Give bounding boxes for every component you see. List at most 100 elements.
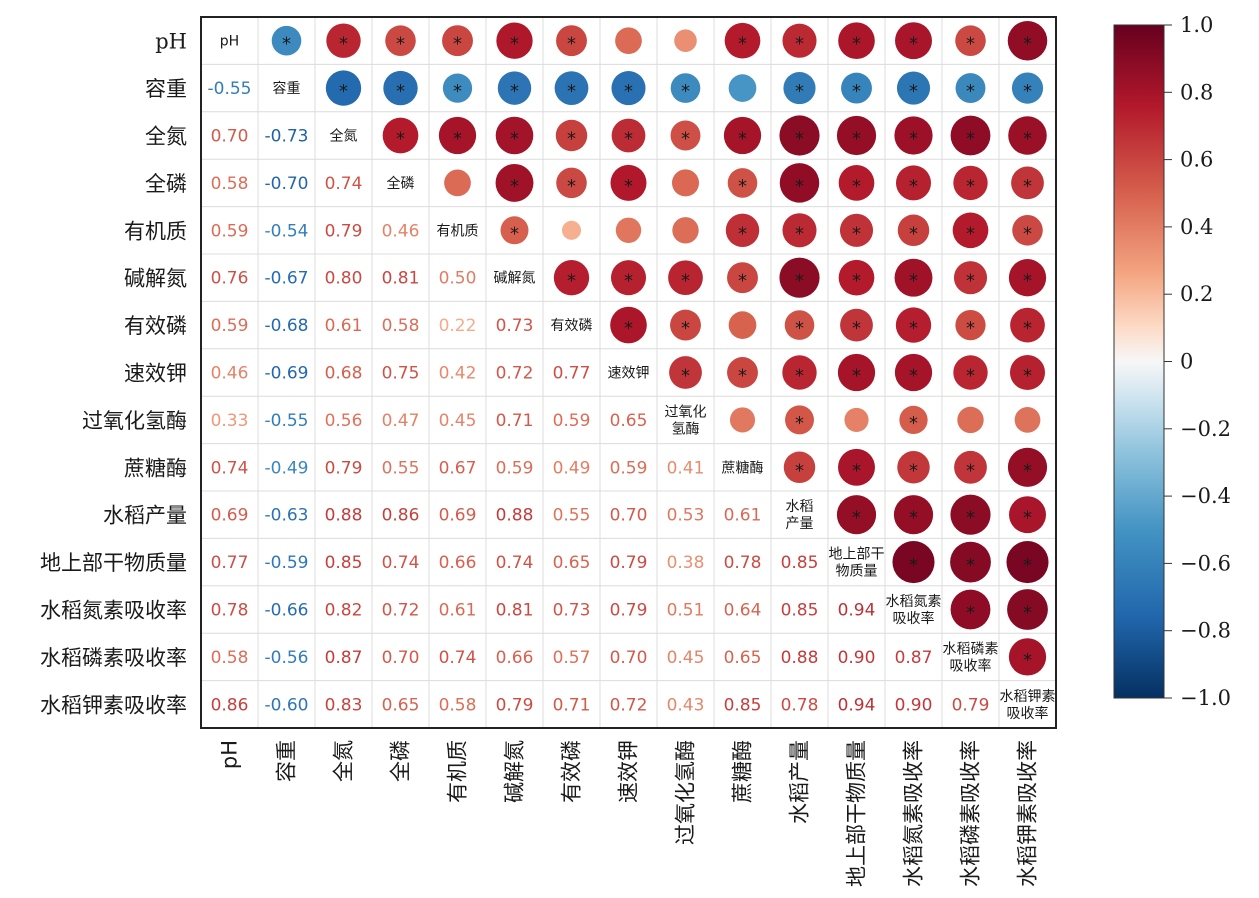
correlation-value: 0.77 — [553, 364, 591, 384]
correlation-circle — [495, 163, 534, 202]
row-label: 水稻磷素吸收率 — [40, 646, 187, 670]
correlation-circle — [950, 115, 991, 156]
significance-star: * — [795, 223, 804, 244]
correlation-value: 0.69 — [211, 506, 249, 526]
correlation-circle — [674, 29, 697, 52]
correlation-value: 0.73 — [496, 316, 534, 336]
correlation-value: 0.68 — [325, 364, 363, 384]
correlation-value: 0.90 — [838, 648, 876, 668]
significance-star: * — [909, 555, 918, 576]
correlation-circle — [894, 353, 933, 392]
correlation-circle — [556, 25, 587, 57]
significance-star: * — [1023, 176, 1032, 197]
correlation-circle — [840, 308, 873, 342]
correlation-value: 0.57 — [553, 648, 591, 668]
correlation-value: 0.43 — [667, 695, 705, 715]
correlation-value: -0.54 — [265, 221, 309, 241]
correlation-circle — [954, 450, 987, 484]
significance-star: * — [795, 366, 804, 387]
significance-star: * — [738, 34, 747, 55]
significance-star: * — [567, 176, 576, 197]
correlation-circle — [496, 22, 533, 59]
correlation-circle — [783, 72, 816, 105]
significance-star: * — [909, 508, 918, 529]
diagonal-label: 速效钾 — [608, 366, 650, 382]
correlation-value: 0.49 — [553, 458, 591, 478]
correlation-circle — [1008, 259, 1047, 297]
correlation-circle — [782, 23, 817, 58]
significance-star: * — [1023, 650, 1032, 671]
correlation-value: -0.63 — [265, 506, 309, 526]
correlation-value: 0.79 — [610, 553, 648, 573]
significance-star: * — [738, 223, 747, 244]
correlation-value: 0.78 — [211, 601, 249, 621]
colorbar-gradient — [1113, 24, 1165, 699]
significance-star: * — [909, 81, 918, 102]
correlation-value: 0.53 — [667, 506, 705, 526]
correlation-circle — [671, 169, 700, 197]
significance-star: * — [1023, 34, 1032, 55]
significance-star: * — [966, 555, 975, 576]
significance-star: * — [795, 81, 804, 102]
column-label: 全氮 — [332, 740, 356, 782]
correlation-value: 0.45 — [439, 411, 477, 431]
significance-star: * — [510, 81, 519, 102]
correlation-value: 0.71 — [553, 695, 591, 715]
diagonal-label: pH — [220, 34, 239, 50]
correlation-circle — [495, 116, 534, 155]
correlation-value: -0.55 — [208, 79, 252, 99]
significance-star: * — [396, 81, 405, 102]
significance-star: * — [738, 271, 747, 292]
correlation-circle — [382, 117, 419, 154]
significance-star: * — [681, 271, 690, 292]
correlation-value: 0.74 — [496, 553, 534, 573]
correlation-value: 0.83 — [325, 695, 363, 715]
significance-star: * — [909, 366, 918, 387]
significance-star: * — [852, 81, 861, 102]
diagonal-label: 水稻磷素 — [943, 641, 999, 657]
correlation-value: 0.66 — [439, 553, 477, 573]
diagonal-label: 有效磷 — [551, 318, 593, 334]
correlation-value: 0.70 — [211, 127, 249, 147]
significance-star: * — [681, 366, 690, 387]
correlation-value: 0.80 — [325, 269, 363, 289]
correlation-circle — [728, 74, 757, 102]
correlation-value: 0.51 — [667, 601, 705, 621]
significance-star: * — [909, 460, 918, 481]
correlation-value: 0.70 — [610, 648, 648, 668]
row-label: 地上部干物质量 — [40, 551, 187, 575]
correlation-value: 0.65 — [382, 695, 420, 715]
significance-star: * — [795, 129, 804, 150]
correlation-value: 0.78 — [724, 553, 762, 573]
significance-star: * — [738, 176, 747, 197]
correlation-value: 0.73 — [553, 601, 591, 621]
correlation-circle — [1011, 72, 1044, 104]
correlation-circle — [271, 25, 302, 56]
correlation-value: -0.66 — [265, 601, 309, 621]
significance-star: * — [681, 129, 690, 150]
significance-star: * — [1023, 318, 1032, 339]
correlation-circle — [326, 23, 361, 58]
significance-star: * — [909, 318, 918, 339]
correlation-circle — [839, 213, 874, 247]
matrix-cells: pH * * * * * * * * * * * * -0.55 容重 * * * * * * * * * * * * 0.70 -0.… — [208, 20, 1056, 722]
correlation-value: 0.70 — [382, 648, 420, 668]
correlation-value: 0.72 — [610, 695, 648, 715]
correlation-value: -0.55 — [265, 411, 309, 431]
colorbar-tick-label: −1.0 — [1180, 686, 1231, 710]
correlation-value: -0.67 — [265, 269, 309, 289]
significance-star: * — [339, 81, 348, 102]
colorbar-tick-label: 0.2 — [1180, 282, 1213, 306]
colorbar-tick-label: 0.4 — [1180, 215, 1213, 239]
significance-star: * — [624, 318, 633, 339]
correlation-circle — [894, 116, 933, 155]
row-label: 有效磷 — [124, 314, 187, 338]
correlation-circle — [556, 167, 587, 199]
correlation-circle — [727, 262, 758, 294]
correlation-circle — [442, 73, 473, 103]
correlation-value: 0.47 — [382, 411, 420, 431]
correlation-circle — [1007, 589, 1048, 630]
row-label: 容重 — [145, 77, 187, 101]
correlation-value: 0.94 — [838, 695, 876, 715]
correlation-circle — [1012, 215, 1043, 246]
